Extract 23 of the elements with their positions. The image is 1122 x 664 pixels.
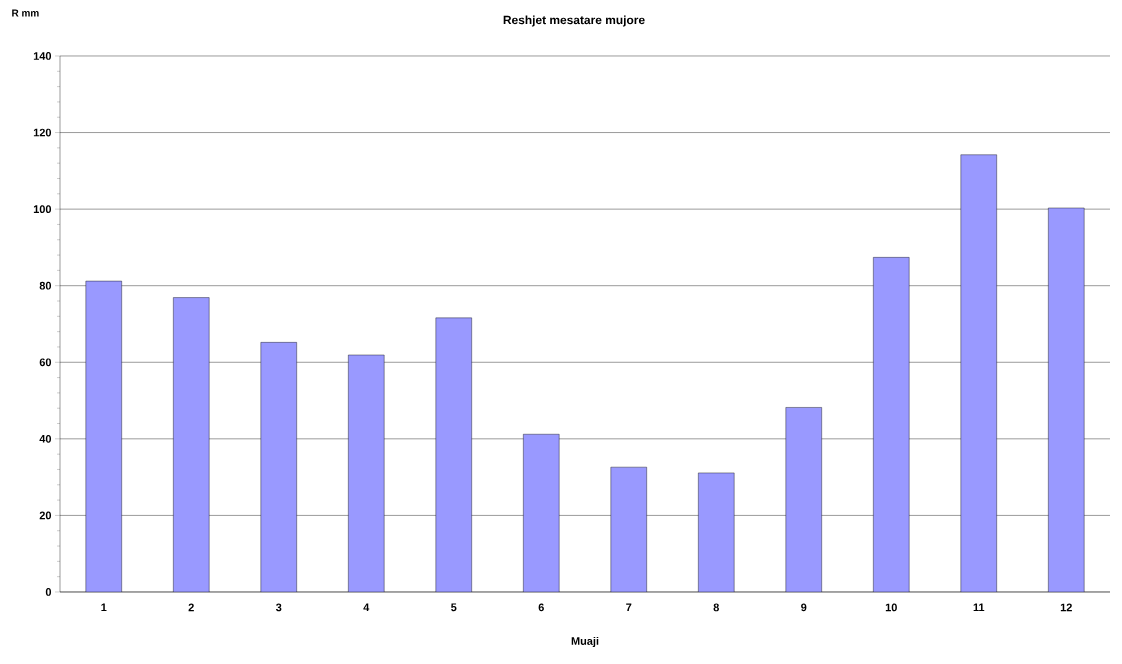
y-tick-label: 120 xyxy=(33,128,52,137)
y-tick-label: 80 xyxy=(39,281,52,290)
y-tick-label: 40 xyxy=(39,434,52,443)
x-tick-label: 12 xyxy=(1060,603,1072,612)
chart-title: Reshjet mesatare mujore xyxy=(503,15,645,27)
x-tick-label: 9 xyxy=(801,603,807,612)
x-tick-label: 11 xyxy=(973,603,985,612)
x-axis-title: Muaji xyxy=(571,636,599,648)
y-tick-label: 0 xyxy=(45,588,52,596)
x-tick-label: 7 xyxy=(626,603,632,612)
x-tick-label: 5 xyxy=(451,603,457,612)
y-tick-label: 140 xyxy=(33,52,52,60)
x-tick-label: 8 xyxy=(713,603,719,612)
y-axis-title: R mm xyxy=(12,9,39,17)
x-tick-label: 10 xyxy=(885,603,897,612)
y-tick-label: 20 xyxy=(39,511,52,520)
x-tick-label: 3 xyxy=(275,603,282,612)
y-tick-label: 100 xyxy=(33,205,52,214)
x-tick-label: 2 xyxy=(188,603,194,612)
x-tick-label: 4 xyxy=(363,603,370,612)
y-tick-label: 60 xyxy=(39,358,52,367)
x-tick-label: 6 xyxy=(538,603,544,612)
x-tick-label: 1 xyxy=(101,603,107,612)
